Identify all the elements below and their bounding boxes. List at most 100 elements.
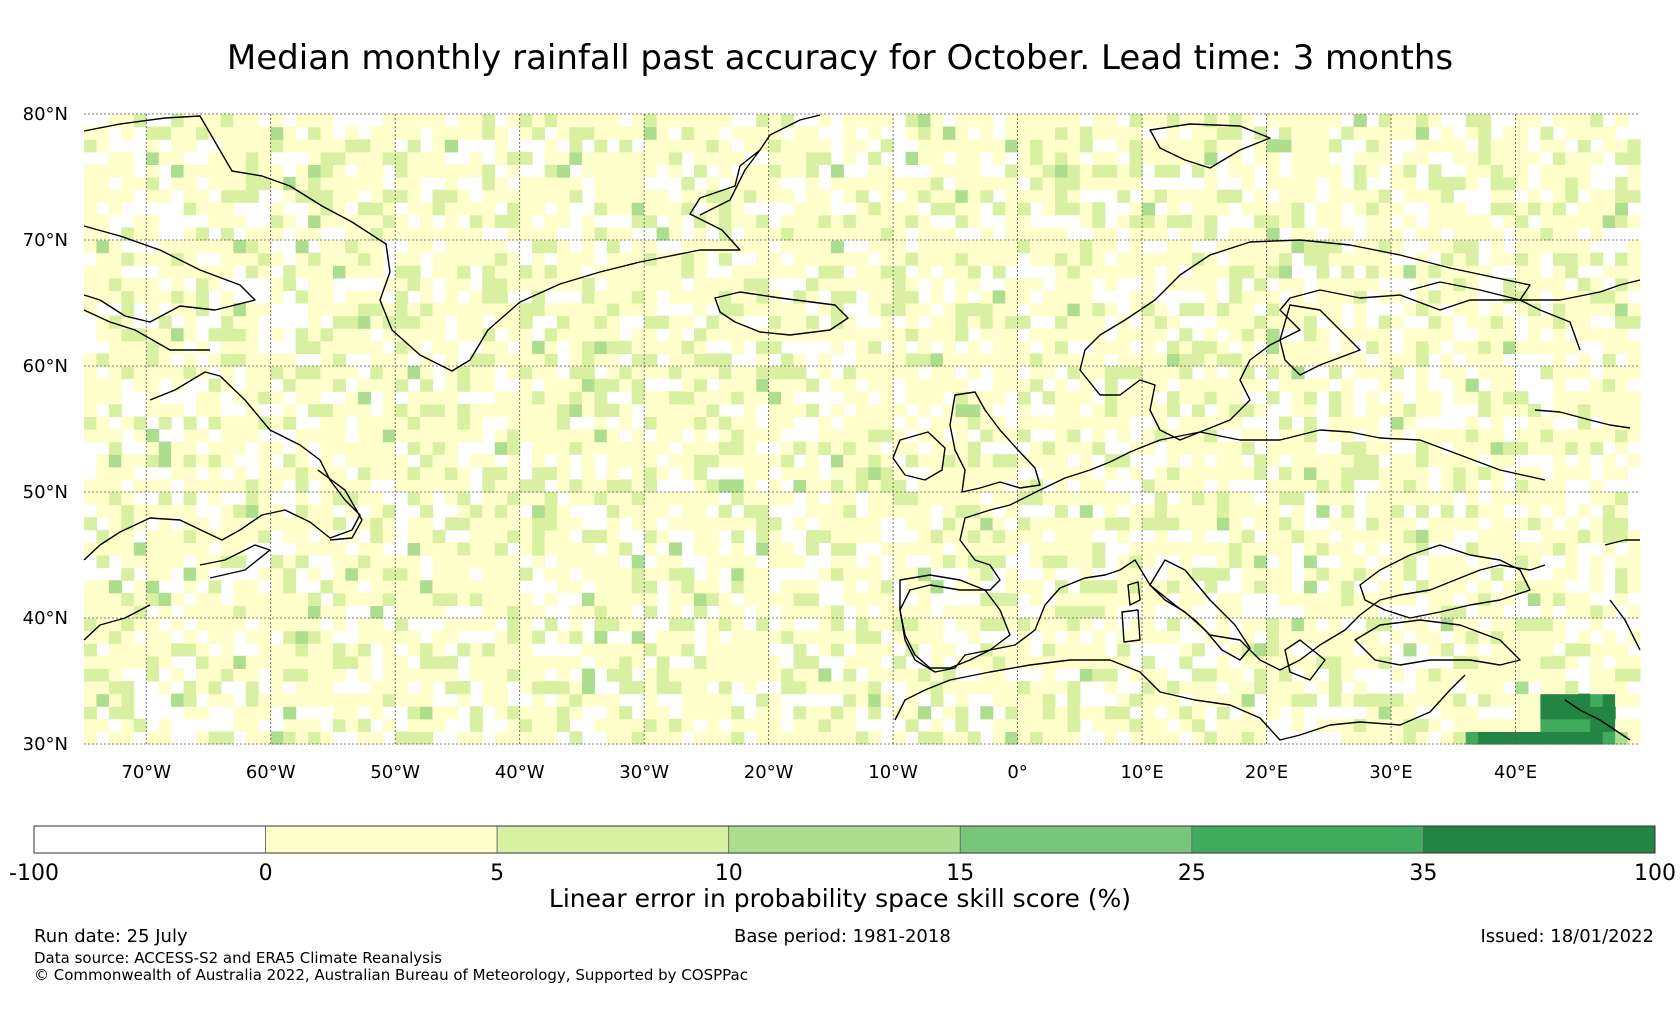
skill-cell [245, 492, 259, 506]
skill-cell [1104, 151, 1118, 165]
skill-cell [731, 441, 745, 455]
skill-cell [1453, 580, 1467, 594]
skill-cell [1415, 479, 1429, 493]
skill-cell [382, 454, 396, 468]
skill-cell [1042, 391, 1056, 405]
skill-cell [1403, 164, 1417, 178]
skill-cell [1229, 265, 1243, 279]
skill-cell [718, 151, 732, 165]
skill-cell [1266, 164, 1280, 178]
skill-cell [1440, 643, 1454, 657]
skill-cell [1191, 164, 1205, 178]
skill-cell [1328, 517, 1342, 531]
skill-cell [868, 177, 882, 191]
skill-cell [220, 655, 234, 669]
skill-cell [233, 151, 247, 165]
skill-cell [806, 492, 819, 506]
skill-cell [1328, 252, 1342, 266]
skill-cell [96, 580, 110, 594]
skill-cell [1453, 366, 1467, 380]
skill-cell [905, 126, 919, 140]
skill-cell [146, 618, 160, 632]
skill-cell [1552, 151, 1566, 165]
skill-cell [880, 202, 894, 216]
skill-cell [96, 504, 110, 518]
skill-cell [1092, 403, 1106, 417]
skill-cell [669, 681, 683, 695]
skill-cell [806, 529, 819, 543]
skill-cell [320, 605, 334, 619]
skill-cell [1204, 328, 1218, 342]
skill-cell [1378, 227, 1392, 241]
skill-cell [1540, 315, 1554, 329]
skill-cell [270, 580, 284, 594]
skill-cell [395, 177, 409, 191]
skill-cell [333, 265, 346, 279]
skill-cell [1229, 366, 1243, 380]
skill-cell [544, 177, 558, 191]
skill-cell [544, 227, 558, 241]
skill-cell [731, 706, 745, 720]
skill-cell [955, 605, 969, 619]
skill-cell [395, 214, 409, 228]
skill-cell [96, 315, 110, 329]
skill-cell [1540, 240, 1554, 254]
skill-cell [1117, 580, 1131, 594]
skill-cell [644, 403, 658, 417]
skill-cell [1129, 718, 1143, 732]
skill-cell [868, 290, 882, 304]
skill-cell [1191, 202, 1205, 216]
skill-cell [1167, 114, 1180, 128]
skill-cell [594, 429, 608, 443]
skill-cell [992, 466, 1006, 480]
skill-cell [781, 303, 795, 317]
skill-cell [1403, 517, 1417, 531]
skill-cell [1316, 529, 1330, 543]
skill-cell [1030, 555, 1043, 569]
skill-cell [868, 151, 882, 165]
skill-cell [694, 265, 707, 279]
skill-cell [1142, 555, 1156, 569]
skill-cell [121, 315, 135, 329]
skill-cell [1366, 731, 1380, 745]
coast-corsica [1127, 581, 1141, 606]
skill-cell [1079, 378, 1093, 392]
skill-cell [781, 681, 795, 695]
skill-cell [743, 403, 757, 417]
skill-cell [1129, 227, 1143, 241]
skill-cell [1316, 202, 1330, 216]
skill-cell [918, 681, 931, 695]
skill-cell [1030, 529, 1043, 543]
skill-cell [1079, 504, 1093, 518]
colorbar: -100 0 5 10 15 25 35 100 [9, 825, 1676, 886]
skill-cell [469, 315, 483, 329]
skill-cell [432, 252, 446, 266]
skill-cell [370, 542, 384, 556]
skill-cell [1440, 214, 1454, 228]
skill-cell [1191, 706, 1205, 720]
skill-cell [270, 441, 284, 455]
skill-cell [295, 454, 309, 468]
skill-cell [370, 303, 384, 317]
skill-cell [357, 731, 371, 745]
skill-cell [1378, 366, 1392, 380]
skill-cell [133, 479, 147, 493]
skill-cell [1540, 177, 1554, 191]
skill-cell [1627, 214, 1641, 228]
skill-cell [1465, 655, 1479, 669]
skill-cell [644, 454, 658, 468]
skill-cell [432, 567, 446, 581]
skill-cell [843, 555, 857, 569]
skill-cell [407, 202, 421, 216]
skill-cell [1577, 718, 1591, 732]
skill-cell [1328, 492, 1342, 506]
skill-cell [1490, 454, 1504, 468]
skill-cell [1067, 693, 1081, 707]
skill-cell [1440, 567, 1454, 581]
skill-cell [420, 454, 434, 468]
skill-cell [1229, 290, 1243, 304]
skill-cell [1415, 265, 1429, 279]
skill-cell [1241, 492, 1255, 506]
skill-cell [1328, 693, 1342, 707]
skill-cell [1241, 504, 1255, 518]
